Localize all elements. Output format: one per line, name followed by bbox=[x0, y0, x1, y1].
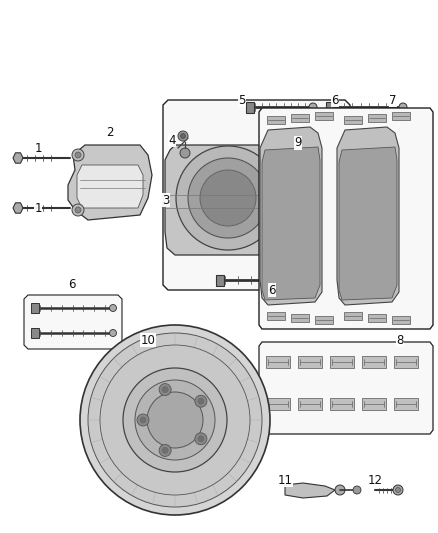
Ellipse shape bbox=[161, 410, 189, 430]
Circle shape bbox=[72, 204, 84, 216]
Circle shape bbox=[110, 304, 117, 311]
Circle shape bbox=[198, 436, 204, 442]
Bar bbox=[291, 114, 309, 122]
Circle shape bbox=[80, 325, 270, 515]
Polygon shape bbox=[259, 108, 433, 329]
Text: 10: 10 bbox=[141, 334, 155, 346]
Polygon shape bbox=[77, 165, 143, 208]
Bar bbox=[330, 356, 354, 368]
Circle shape bbox=[159, 384, 171, 395]
Bar bbox=[326, 102, 334, 113]
Text: 9: 9 bbox=[294, 136, 302, 149]
Text: 1: 1 bbox=[34, 201, 42, 214]
Circle shape bbox=[137, 414, 149, 426]
Text: 4: 4 bbox=[168, 133, 176, 147]
Bar bbox=[31, 303, 39, 313]
Bar bbox=[394, 398, 418, 410]
Bar bbox=[362, 398, 386, 410]
Bar bbox=[392, 316, 410, 324]
Bar bbox=[330, 398, 354, 410]
Bar bbox=[344, 312, 362, 320]
Bar bbox=[267, 312, 285, 320]
Circle shape bbox=[135, 380, 215, 460]
Circle shape bbox=[162, 386, 168, 393]
Circle shape bbox=[72, 149, 84, 161]
Circle shape bbox=[162, 447, 168, 454]
Circle shape bbox=[188, 158, 268, 238]
Bar bbox=[291, 314, 309, 322]
Circle shape bbox=[399, 103, 407, 111]
Bar bbox=[246, 102, 254, 113]
Ellipse shape bbox=[165, 413, 185, 427]
Polygon shape bbox=[163, 100, 350, 290]
Circle shape bbox=[393, 485, 403, 495]
Text: 6: 6 bbox=[331, 93, 339, 107]
Text: 6: 6 bbox=[68, 279, 76, 292]
Text: 5: 5 bbox=[238, 93, 246, 107]
Bar bbox=[362, 356, 386, 368]
Polygon shape bbox=[68, 145, 152, 220]
Polygon shape bbox=[13, 153, 23, 163]
Circle shape bbox=[353, 486, 361, 494]
Circle shape bbox=[180, 133, 186, 139]
Circle shape bbox=[200, 170, 256, 226]
Polygon shape bbox=[260, 127, 322, 305]
Circle shape bbox=[288, 163, 352, 227]
Text: 8: 8 bbox=[396, 334, 404, 346]
Bar bbox=[298, 398, 322, 410]
Circle shape bbox=[75, 152, 81, 158]
Circle shape bbox=[198, 398, 204, 404]
Bar bbox=[344, 116, 362, 124]
Circle shape bbox=[309, 103, 317, 111]
Circle shape bbox=[396, 488, 400, 492]
Text: 3: 3 bbox=[162, 193, 170, 206]
Text: 7: 7 bbox=[389, 93, 397, 107]
Circle shape bbox=[123, 368, 227, 472]
Circle shape bbox=[335, 485, 345, 495]
Polygon shape bbox=[165, 145, 282, 255]
Circle shape bbox=[75, 207, 81, 213]
Circle shape bbox=[178, 131, 188, 141]
Circle shape bbox=[308, 183, 332, 207]
Bar bbox=[266, 356, 290, 368]
Bar bbox=[394, 356, 418, 368]
Bar bbox=[368, 314, 386, 322]
Circle shape bbox=[110, 329, 117, 336]
Text: 1: 1 bbox=[34, 141, 42, 155]
Text: 2: 2 bbox=[106, 126, 114, 140]
Circle shape bbox=[147, 392, 203, 448]
Polygon shape bbox=[13, 203, 23, 213]
Bar bbox=[392, 112, 410, 120]
Bar bbox=[368, 114, 386, 122]
Bar bbox=[298, 356, 322, 368]
Polygon shape bbox=[294, 152, 346, 256]
Circle shape bbox=[298, 173, 342, 217]
Bar bbox=[216, 275, 224, 286]
Circle shape bbox=[176, 146, 280, 250]
Polygon shape bbox=[24, 295, 122, 349]
Text: 6: 6 bbox=[268, 284, 276, 296]
Polygon shape bbox=[339, 147, 397, 300]
Circle shape bbox=[140, 417, 146, 423]
Bar bbox=[267, 116, 285, 124]
Bar bbox=[266, 398, 290, 410]
Circle shape bbox=[100, 345, 250, 495]
Circle shape bbox=[159, 445, 171, 456]
Text: 11: 11 bbox=[278, 473, 293, 487]
Text: 12: 12 bbox=[367, 473, 382, 487]
Bar bbox=[315, 316, 333, 324]
Circle shape bbox=[88, 333, 262, 507]
Circle shape bbox=[195, 433, 207, 445]
Circle shape bbox=[180, 148, 190, 158]
Circle shape bbox=[195, 395, 207, 407]
Bar bbox=[315, 112, 333, 120]
Circle shape bbox=[319, 276, 327, 284]
Polygon shape bbox=[259, 342, 433, 434]
Polygon shape bbox=[285, 483, 335, 498]
Bar bbox=[31, 328, 39, 338]
Polygon shape bbox=[262, 147, 320, 300]
Polygon shape bbox=[337, 127, 399, 305]
